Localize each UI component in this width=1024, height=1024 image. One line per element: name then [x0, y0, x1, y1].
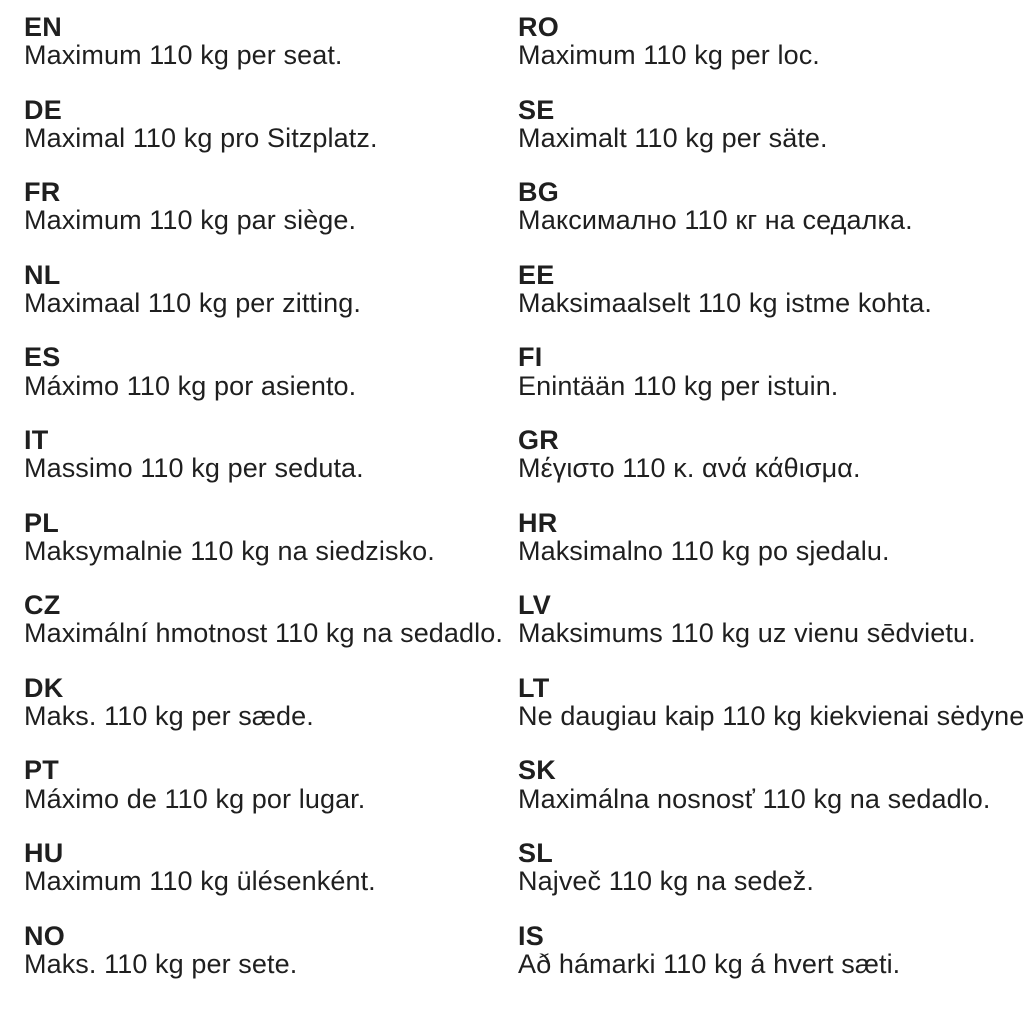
translation-text: Ne daugiau kaip 110 kg kiekvienai sėdyne… — [518, 701, 1024, 732]
translation-text: Maksymalnie 110 kg na siedzisko. — [24, 535, 435, 566]
language-code: IT — [24, 424, 49, 455]
language-code: EN — [24, 12, 62, 42]
language-entry: HR Maksimalno 110 kg po sjedalu. — [518, 507, 988, 566]
language-code: FI — [518, 342, 543, 373]
language-code: SE — [518, 94, 555, 125]
language-code: GR — [518, 424, 559, 455]
language-entry: IT Massimo 110 kg per seduta. — [24, 426, 494, 483]
translation-text: Maks. 110 kg per sæde. — [24, 701, 314, 732]
language-entry: HU Maximum 110 kg ülésenként. — [24, 839, 494, 896]
language-entry: RO Maximum 110 kg per loc. — [518, 13, 988, 70]
language-entry: NL Maximaal 110 kg per zitting. — [24, 259, 494, 319]
language-entry: PT Máximo de 110 kg por lugar. — [24, 756, 494, 813]
translation-text: Maksimaalselt 110 kg istme kohta. — [518, 288, 932, 319]
language-entry: FI Enintään 110 kg per istuin. — [518, 343, 988, 400]
language-code: DE — [24, 94, 62, 125]
translation-text: Μέγιστο 110 κ. ανά κάθισμα. — [518, 453, 861, 484]
translation-text: Največ 110 kg na sedež. — [518, 866, 814, 897]
language-code: LV — [518, 590, 551, 621]
language-code: BG — [518, 177, 559, 208]
translation-text: Enintään 110 kg per istuin. — [518, 370, 839, 401]
language-entry: CZ Maximální hmotnost 110 kg na sedadlo. — [24, 590, 503, 649]
language-entry: DE Maximal 110 kg pro Sitzplatz. — [24, 94, 494, 153]
translation-text: Maximal 110 kg pro Sitzplatz. — [24, 122, 378, 153]
translation-text: Máximo de 110 kg por lugar. — [24, 783, 366, 814]
language-entry: PL Maksymalnie 110 kg na siedzisko. — [24, 507, 494, 566]
translation-text: Maximalt 110 kg per säte. — [518, 122, 828, 153]
language-code: RO — [518, 12, 559, 42]
language-entry: NO Maks. 110 kg per sete. — [24, 920, 494, 979]
translation-text: Maximum 110 kg per seat. — [24, 40, 343, 71]
language-code: LT — [518, 672, 550, 703]
right-column: RO Maximum 110 kg per loc. SE Maximalt 110 … — [494, 13, 1024, 1004]
language-code: EE — [518, 259, 555, 290]
language-code: ES — [24, 342, 61, 373]
language-code: PT — [24, 755, 59, 786]
translation-text: Maximum 110 kg ülésenként. — [24, 866, 376, 897]
language-code: IS — [518, 920, 544, 951]
translation-text: Maksimums 110 kg uz vienu sēdvietu. — [518, 618, 976, 649]
language-entry: BG Максимално 110 кг на седалка. — [518, 178, 988, 235]
translation-text: Massimo 110 kg per seduta. — [24, 453, 364, 484]
translation-text: Maximální hmotnost 110 kg na sedadlo. — [24, 618, 503, 649]
language-code: NO — [24, 920, 65, 951]
language-code: HU — [24, 837, 64, 868]
language-code: SL — [518, 837, 553, 868]
language-entry: LT Ne daugiau kaip 110 kg kiekvienai sėdy… — [518, 672, 1024, 732]
translation-text: Maks. 110 kg per sete. — [24, 948, 298, 979]
language-entry: IS Að hámarki 110 kg á hvert sæti. — [518, 920, 988, 979]
language-entry: SL Največ 110 kg na sedež. — [518, 839, 988, 896]
language-code: PL — [24, 507, 59, 538]
translation-text: Maximum 110 kg per loc. — [518, 40, 820, 71]
language-entry: ES Máximo 110 kg por asiento. — [24, 343, 494, 400]
language-entry: EE Maksimaalselt 110 kg istme kohta. — [518, 259, 988, 319]
language-code: SK — [518, 755, 556, 786]
language-entry: DK Maks. 110 kg per sæde. — [24, 672, 494, 732]
translation-text: Að hámarki 110 kg á hvert sæti. — [518, 948, 901, 979]
translation-text: Maximaal 110 kg per zitting. — [24, 288, 361, 319]
language-code: CZ — [24, 590, 61, 621]
language-code: NL — [24, 259, 61, 290]
translation-text: Maksimalno 110 kg po sjedalu. — [518, 535, 890, 566]
language-code: DK — [24, 672, 64, 703]
language-code: FR — [24, 177, 61, 208]
language-entry: FR Maximum 110 kg par siège. — [24, 178, 494, 235]
translation-text: Maximum 110 kg par siège. — [24, 205, 357, 236]
language-entry: SK Maximálna nosnosť 110 kg na sedadlo. — [518, 755, 991, 814]
translation-text: Máximo 110 kg por asiento. — [24, 370, 357, 401]
language-entry: EN Maximum 110 kg per seat. — [24, 13, 494, 70]
language-entry: GR Μέγιστο 110 κ. ανά κάθισμα. — [518, 426, 988, 483]
translation-text: Maximálna nosnosť 110 kg na sedadlo. — [518, 783, 991, 814]
left-column: EN Maximum 110 kg per seat. DE Maximal 110 … — [0, 13, 503, 1004]
language-entry: LV Maksimums 110 kg uz vienu sēdvietu. — [518, 591, 988, 648]
language-entry: SE Maximalt 110 kg per säte. — [518, 94, 988, 153]
language-code: HR — [518, 507, 558, 538]
translation-text: Максимално 110 кг на седалка. — [518, 205, 913, 236]
